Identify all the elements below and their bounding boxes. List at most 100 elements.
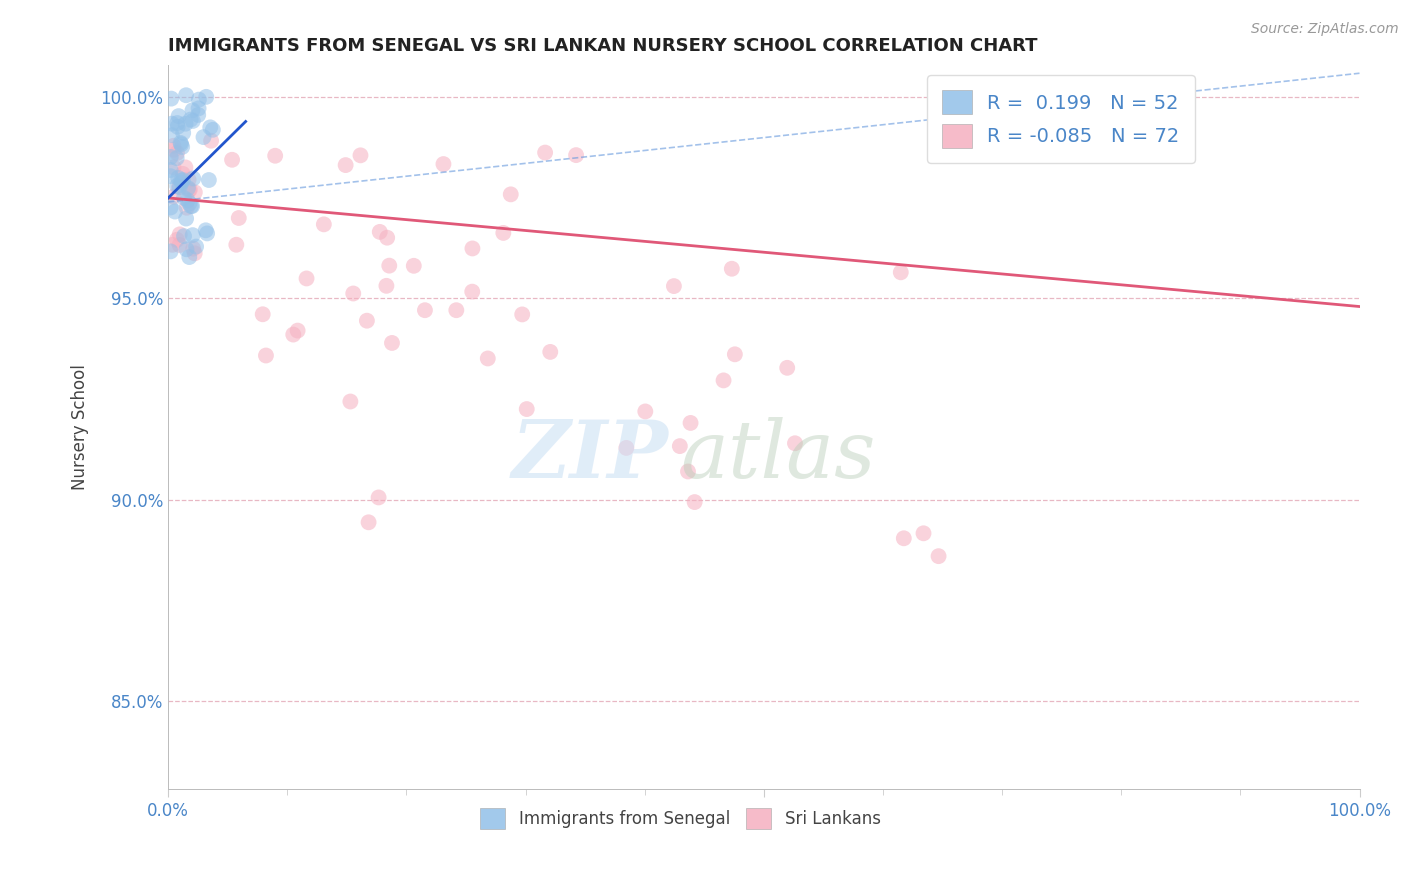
Point — [720, 261, 742, 276]
Point — [159, 150, 181, 164]
Point — [516, 402, 538, 417]
Point — [381, 335, 404, 350]
Point — [890, 265, 912, 279]
Point — [349, 148, 371, 162]
Point — [174, 211, 197, 226]
Point — [179, 183, 201, 197]
Text: atlas: atlas — [681, 417, 876, 495]
Point — [163, 143, 186, 157]
Legend: Immigrants from Senegal, Sri Lankans: Immigrants from Senegal, Sri Lankans — [474, 802, 887, 835]
Point — [184, 239, 207, 253]
Point — [162, 161, 184, 175]
Point — [225, 237, 247, 252]
Point — [193, 130, 215, 145]
Point — [783, 436, 806, 450]
Point — [200, 120, 222, 135]
Point — [166, 179, 188, 194]
Point — [683, 495, 706, 509]
Point — [534, 145, 557, 160]
Point — [177, 181, 200, 195]
Point — [170, 137, 193, 152]
Text: ZIP: ZIP — [512, 417, 669, 495]
Point — [172, 140, 194, 154]
Point — [461, 285, 484, 299]
Point — [893, 531, 915, 545]
Point — [176, 193, 198, 207]
Point — [499, 187, 522, 202]
Point — [492, 226, 515, 240]
Point — [287, 324, 309, 338]
Point — [176, 242, 198, 256]
Point — [912, 526, 935, 541]
Point — [252, 307, 274, 321]
Y-axis label: Nursery School: Nursery School — [72, 364, 89, 490]
Point — [169, 227, 191, 242]
Point — [160, 128, 183, 143]
Point — [368, 225, 391, 239]
Point — [461, 242, 484, 256]
Point — [184, 186, 207, 200]
Point — [776, 360, 799, 375]
Point — [170, 176, 193, 190]
Point — [634, 404, 657, 418]
Point — [195, 90, 218, 104]
Point — [565, 148, 588, 162]
Point — [159, 201, 181, 215]
Point — [335, 158, 357, 172]
Point — [180, 199, 202, 213]
Text: Source: ZipAtlas.com: Source: ZipAtlas.com — [1251, 22, 1399, 37]
Point — [356, 314, 378, 328]
Point — [167, 170, 190, 185]
Point — [339, 394, 361, 409]
Point — [187, 93, 209, 107]
Point — [181, 228, 204, 243]
Point — [1157, 90, 1180, 104]
Point — [679, 416, 702, 430]
Point — [166, 233, 188, 247]
Point — [538, 345, 561, 359]
Point — [179, 250, 201, 264]
Point — [312, 218, 335, 232]
Point — [173, 229, 195, 244]
Point — [662, 279, 685, 293]
Point — [342, 286, 364, 301]
Point — [167, 180, 190, 194]
Point — [166, 151, 188, 165]
Point — [228, 211, 250, 225]
Point — [198, 173, 221, 187]
Point — [194, 223, 217, 237]
Point — [160, 92, 183, 106]
Point — [180, 112, 202, 127]
Point — [177, 172, 200, 186]
Point — [614, 441, 637, 455]
Point — [173, 191, 195, 205]
Point — [477, 351, 499, 366]
Point — [432, 157, 454, 171]
Point — [174, 88, 197, 103]
Point — [713, 373, 735, 387]
Point — [174, 117, 197, 131]
Point — [172, 126, 194, 140]
Point — [676, 465, 699, 479]
Point — [724, 347, 747, 361]
Point — [295, 271, 318, 285]
Point — [176, 201, 198, 215]
Point — [413, 303, 436, 318]
Point — [221, 153, 243, 167]
Point — [160, 117, 183, 131]
Point — [159, 163, 181, 178]
Point — [166, 120, 188, 134]
Point — [166, 116, 188, 130]
Point — [181, 171, 204, 186]
Point — [172, 173, 194, 187]
Point — [367, 491, 389, 505]
Point — [162, 190, 184, 204]
Point — [181, 114, 204, 128]
Point — [181, 242, 204, 256]
Point — [378, 259, 401, 273]
Point — [264, 149, 287, 163]
Point — [167, 109, 190, 123]
Point — [181, 199, 204, 213]
Point — [162, 138, 184, 153]
Point — [172, 167, 194, 181]
